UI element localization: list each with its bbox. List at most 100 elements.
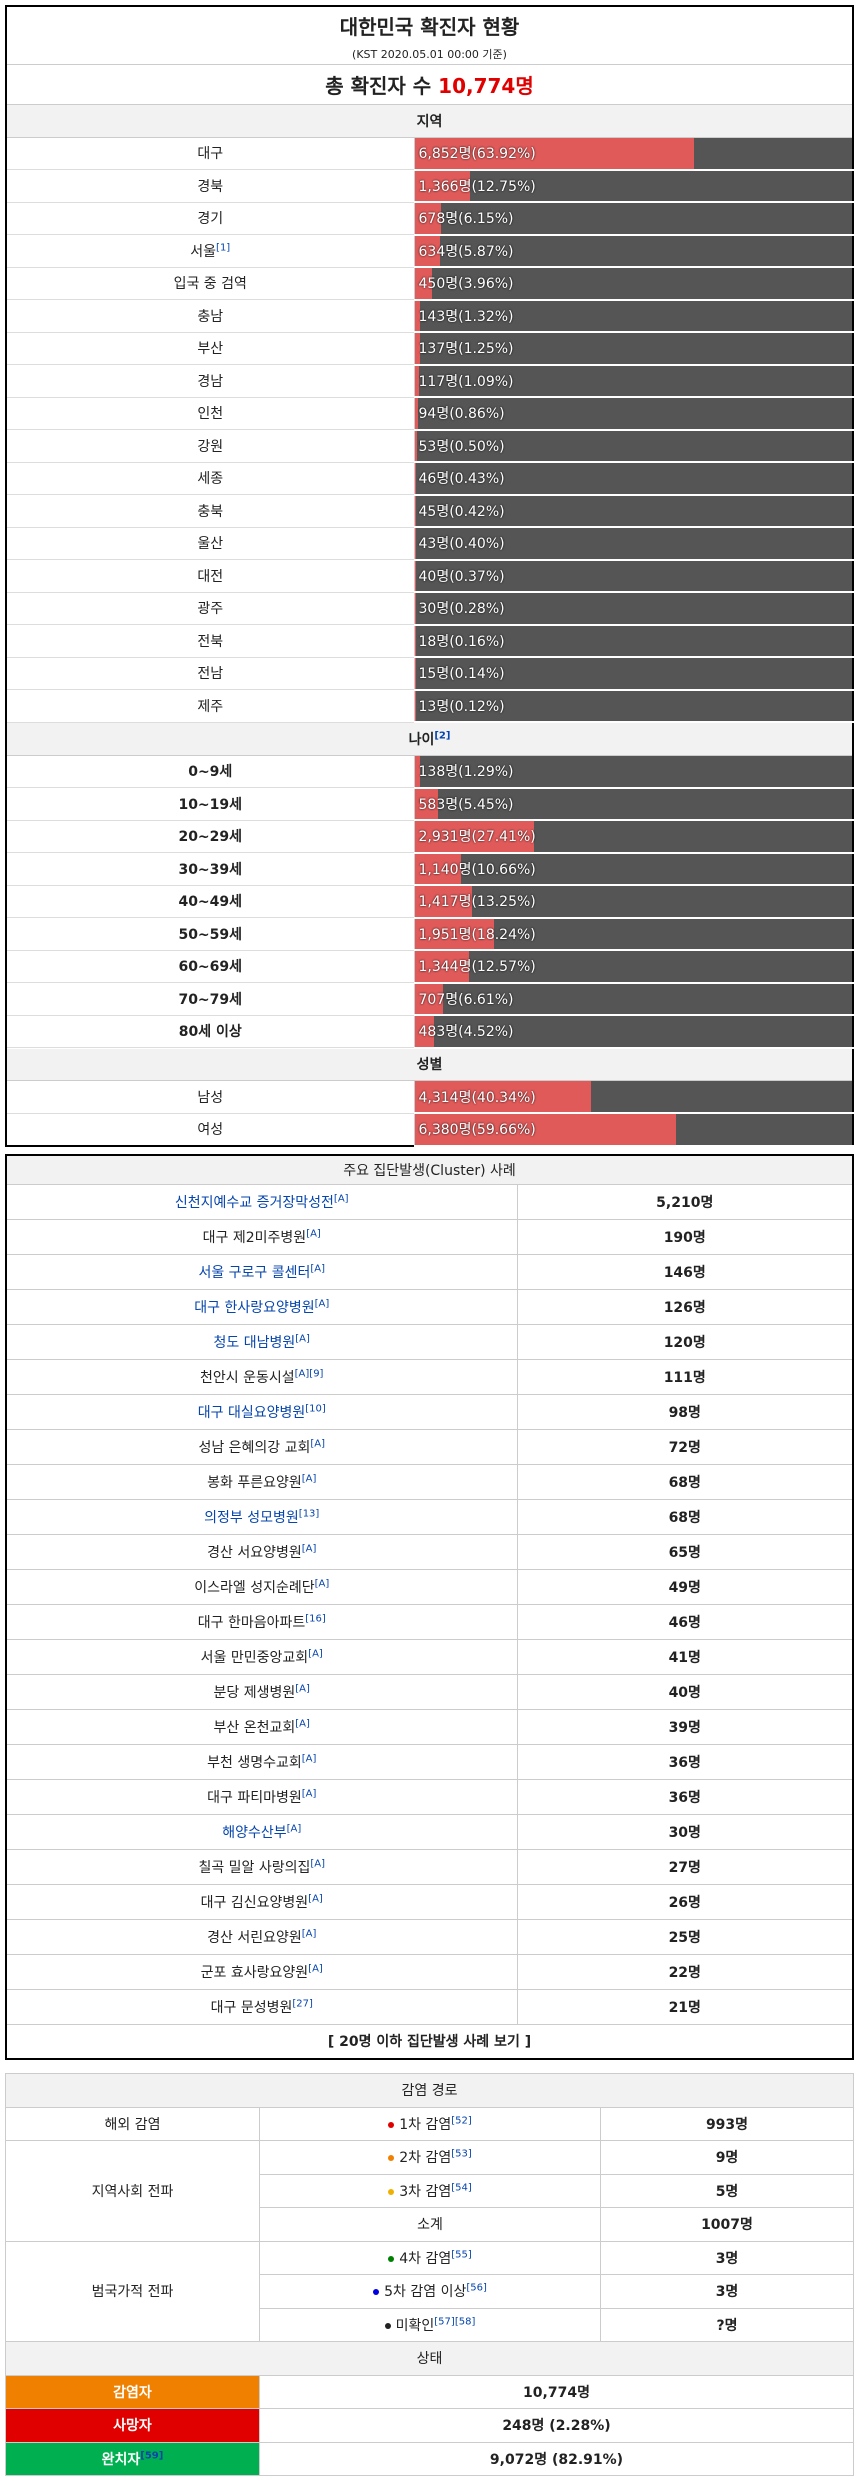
count: 40명	[668, 1684, 701, 1701]
section-title: 나이	[408, 731, 435, 748]
value: 3명	[715, 2284, 739, 2301]
toggle[interactable]: [ 20명 이하 집단발생 사례 보기 ]	[327, 2034, 532, 2051]
cluster-name: 청도 대남병원[A]	[5, 1323, 518, 1360]
row: 군포 효사랑요양원[A] 22명	[5, 1953, 854, 1990]
cluster-count: 46명	[516, 1603, 854, 1640]
bar-cell: 43명(0.40%)	[414, 527, 853, 561]
count: 120명	[663, 1334, 706, 1351]
row-label: 50~59세	[6, 917, 415, 951]
cluster-count: 146명	[516, 1253, 854, 1290]
count: 41명	[668, 1649, 701, 1666]
bar-cell: 30명(0.28%)	[414, 592, 853, 626]
row: 대한민국 확진자 현황	[6, 6, 853, 44]
label: 광주	[197, 601, 224, 618]
row: 성남 은혜의강 교회[A] 72명	[5, 1428, 854, 1465]
bar-cell: 678명(6.15%)	[414, 202, 853, 236]
total-cell: 총 확진자 수 10,774명	[6, 64, 853, 105]
label: 40~49세	[178, 894, 243, 911]
bar	[414, 463, 417, 493]
footnote: [A]	[308, 1647, 323, 1659]
row-label: 0~9세	[6, 755, 415, 788]
row: 지역	[6, 104, 853, 138]
label: 제주	[197, 698, 224, 715]
cluster-count: 72명	[516, 1428, 854, 1465]
bar-cell: 117명(1.09%)	[414, 364, 853, 398]
bar-label: 707명(6.61%)	[418, 991, 514, 1008]
row-label: 60~69세	[6, 950, 415, 983]
label: 감염자	[113, 2384, 152, 2401]
footnote: [A]	[308, 1892, 323, 1904]
bar-cell: 450명(3.96%)	[414, 267, 853, 301]
cluster-name: 대구 파티마병원[A]	[5, 1778, 518, 1815]
footnote: [27]	[292, 1997, 313, 2009]
footnote: [A]	[306, 1227, 321, 1239]
name: 군포 효사랑요양원	[200, 1964, 309, 1981]
cluster-name: 대구 한사랑요양병원[A]	[5, 1288, 518, 1325]
row-label: 울산	[6, 527, 415, 560]
row: 주요 집단발생(Cluster) 사례	[5, 1154, 854, 1185]
bar	[414, 398, 419, 428]
value: 1007명	[701, 2217, 753, 2234]
bar-label: 6,852명(63.92%)	[418, 146, 536, 162]
row: 미확인[57][58] ?명	[6, 2307, 854, 2342]
row: 0~9세 138명(1.29%)	[6, 755, 853, 789]
cluster-name: 성남 은혜의강 교회[A]	[5, 1428, 518, 1465]
bar-label: 450명(3.96%)	[418, 276, 514, 293]
label: 경북	[197, 178, 224, 195]
value: 9명	[715, 2150, 739, 2167]
label: 남성	[197, 1089, 224, 1106]
bar	[414, 365, 420, 396]
row-label: 70~79세	[6, 982, 415, 1016]
count: 30명	[668, 1824, 701, 1841]
value: ?명	[716, 2317, 738, 2334]
row-label: 경북	[6, 169, 415, 203]
row-label: 강원	[6, 429, 415, 463]
row: 30~39세 1,140명(10.66%)	[6, 852, 853, 886]
status-value: 9,072명 (82.91%)	[259, 2441, 854, 2476]
row: 여성 6,380명(59.66%)	[6, 1113, 853, 1147]
row-label: 10~19세	[6, 787, 415, 821]
row: 감염자 10,774명	[5, 2374, 854, 2409]
row: 서울 만민중앙교회[A] 41명	[5, 1638, 854, 1675]
cluster-name: 군포 효사랑요양원[A]	[5, 1953, 518, 1990]
bar	[414, 821, 535, 851]
cluster-header: 주요 집단발생(Cluster) 사례	[5, 1154, 854, 1185]
bar	[414, 1114, 676, 1144]
row: 부천 생명수교회[A] 36명	[5, 1743, 854, 1780]
row: 봉화 푸른요양원[A] 68명	[5, 1463, 854, 1500]
label: 서울	[190, 243, 217, 260]
footnote: [A]	[314, 1577, 330, 1589]
bar-cell: 1,140명(10.66%)	[414, 852, 853, 886]
bullet	[373, 2289, 380, 2296]
footnote: [A]	[301, 1472, 317, 1484]
label: 80세 이상	[178, 1024, 242, 1041]
cluster-count: 5,210명	[516, 1183, 854, 1220]
row: 해외 감염 1차 감염[52] 993명	[5, 2106, 854, 2141]
bar	[414, 918, 495, 949]
footnote: [16]	[305, 1612, 326, 1624]
label: 울산	[197, 536, 224, 553]
row: 경산 서린요양원[A] 25명	[5, 1918, 854, 1955]
confirmed-table: 대한민국 확진자 현황 (KST 2020.05.01 00:00 기준) 총 확진…	[5, 5, 854, 1147]
footnote: [A]	[333, 1192, 349, 1204]
bar-label: 18명(0.16%)	[418, 633, 505, 650]
row: 신천지예수교 증거장막성전[A] 5,210명	[5, 1183, 854, 1220]
row: 경북 1,366명(12.75%)	[6, 169, 853, 203]
label: 전북	[197, 633, 224, 650]
label: 10~19세	[178, 796, 243, 813]
bar-label: 43명(0.40%)	[418, 536, 505, 553]
row: 칠곡 밀알 사랑의집[A] 27명	[5, 1848, 854, 1885]
label: 전남	[197, 666, 224, 683]
count: 146명	[663, 1264, 706, 1281]
row: 입국 중 검역 450명(3.96%)	[6, 267, 853, 301]
row: 대구 파티마병원[A] 36명	[5, 1778, 854, 1815]
bar-label: 15명(0.14%)	[418, 666, 505, 683]
route-label: 5차 감염 이상[56]	[259, 2274, 601, 2309]
group-name: 해외 감염	[5, 2106, 260, 2141]
cluster-count: 21명	[516, 1988, 854, 2025]
row: 광주 30명(0.28%)	[6, 592, 853, 626]
footnote: [1]	[216, 242, 231, 254]
row: [ 20명 이하 집단발생 사례 보기 ]	[5, 2023, 854, 2060]
footnote: [57]	[434, 2316, 455, 2328]
bar	[414, 983, 444, 1014]
